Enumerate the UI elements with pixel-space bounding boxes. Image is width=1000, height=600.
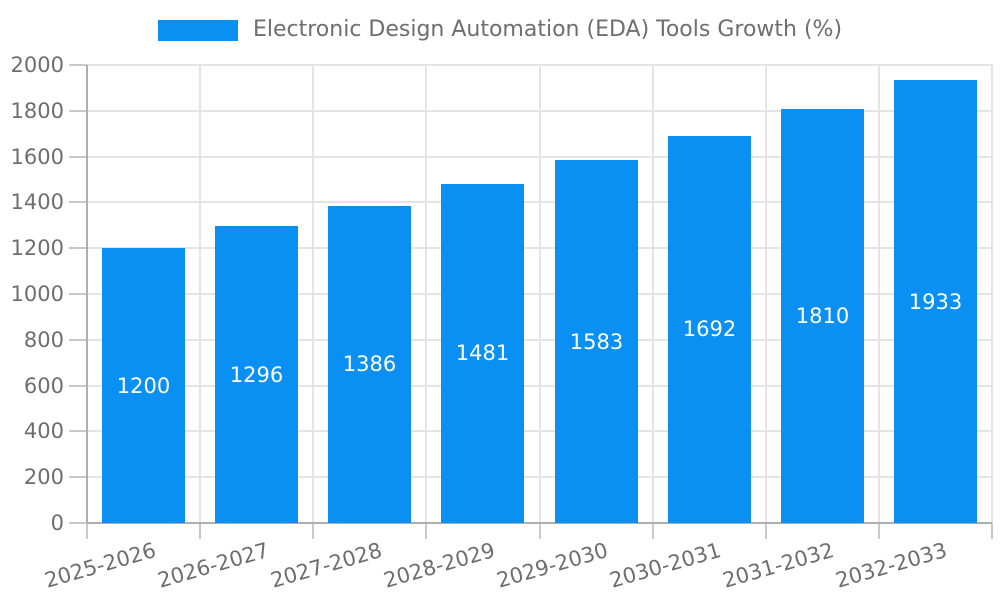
v-gridline	[199, 65, 201, 523]
y-tick	[69, 339, 87, 341]
legend-item[interactable]: Electronic Design Automation (EDA) Tools…	[157, 17, 843, 43]
y-tick-label: 0	[50, 511, 64, 535]
bar-value-label: 1692	[682, 317, 737, 341]
y-tick	[69, 293, 87, 295]
bar-value-label: 1933	[908, 290, 963, 314]
v-gridline	[312, 65, 314, 523]
legend: Electronic Design Automation (EDA) Tools…	[0, 17, 1000, 43]
v-gridline	[765, 65, 767, 523]
y-tick	[69, 110, 87, 112]
y-tick-label: 1200	[10, 236, 64, 260]
x-axis-line	[87, 522, 992, 524]
y-tick	[69, 430, 87, 432]
bar-value-label: 1386	[342, 352, 397, 376]
x-tick	[878, 523, 880, 539]
y-tick-label: 200	[23, 465, 64, 489]
y-tick	[69, 64, 87, 66]
bar[interactable]	[102, 248, 185, 523]
bar[interactable]	[781, 109, 864, 523]
y-tick-label: 1600	[10, 145, 64, 169]
x-tick	[425, 523, 427, 539]
v-gridline	[991, 65, 993, 523]
x-tick	[539, 523, 541, 539]
x-tick	[652, 523, 654, 539]
y-tick	[69, 247, 87, 249]
y-axis-line	[86, 65, 88, 523]
v-gridline	[652, 65, 654, 523]
x-tick	[199, 523, 201, 539]
y-tick-label: 1400	[10, 190, 64, 214]
bar[interactable]	[328, 206, 411, 523]
y-tick-label: 600	[23, 374, 64, 398]
y-tick	[69, 201, 87, 203]
bar[interactable]	[215, 226, 298, 523]
bar-value-label: 1583	[569, 330, 624, 354]
y-tick-label: 1000	[10, 282, 64, 306]
y-tick	[69, 156, 87, 158]
y-tick	[69, 522, 87, 524]
bar-value-label: 1296	[229, 363, 284, 387]
legend-label: Electronic Design Automation (EDA) Tools…	[252, 17, 843, 42]
y-tick-label: 800	[23, 328, 64, 352]
y-tick-label: 2000	[10, 53, 64, 77]
v-gridline	[539, 65, 541, 523]
bar[interactable]	[555, 160, 638, 523]
bar[interactable]	[441, 184, 524, 523]
bar[interactable]	[894, 80, 977, 523]
x-tick	[765, 523, 767, 539]
bar-value-label: 1481	[455, 341, 510, 365]
bar-value-label: 1200	[116, 374, 171, 398]
v-gridline	[425, 65, 427, 523]
x-tick	[86, 523, 88, 539]
legend-swatch	[157, 19, 238, 41]
y-tick	[69, 476, 87, 478]
y-tick	[69, 385, 87, 387]
bar-value-label: 1810	[795, 304, 850, 328]
bar[interactable]	[668, 136, 751, 523]
v-gridline	[878, 65, 880, 523]
x-tick	[312, 523, 314, 539]
y-tick-label: 400	[23, 419, 64, 443]
y-tick-label: 1800	[10, 99, 64, 123]
x-tick	[991, 523, 993, 539]
